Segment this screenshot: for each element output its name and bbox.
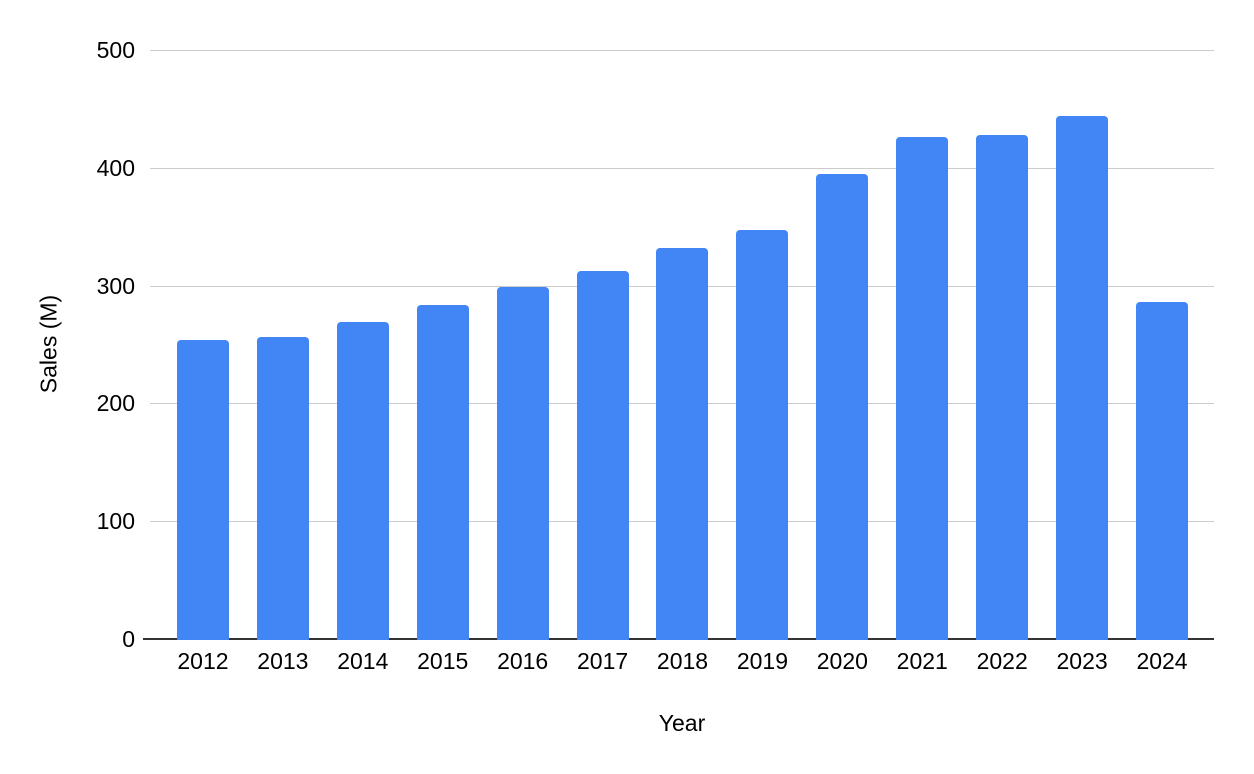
bar-slot-2016 — [483, 50, 563, 640]
bar-slot-2022 — [962, 50, 1042, 640]
bar-2015 — [416, 305, 469, 640]
bars-container — [163, 50, 1202, 640]
y-tick-label-200: 200 — [96, 390, 135, 417]
bar-slot-2012 — [163, 50, 243, 640]
bar-2021 — [896, 137, 949, 640]
x-tick-label-2012: 2012 — [177, 648, 229, 674]
y-tick-label-400: 400 — [96, 154, 135, 181]
bar-2024 — [1136, 301, 1189, 640]
x-tick-label-2014: 2014 — [337, 648, 389, 674]
x-tick-label-2013: 2013 — [257, 648, 309, 674]
x-tick-label-2015: 2015 — [417, 648, 469, 674]
bar-2018 — [656, 247, 709, 640]
bar-slot-2018 — [643, 50, 723, 640]
x-tick-label-2023: 2023 — [1056, 648, 1108, 674]
x-tick-label-2017: 2017 — [576, 648, 629, 674]
bar-slot-2019 — [722, 50, 802, 640]
x-axis-title: Year — [658, 710, 706, 736]
plot-area — [143, 50, 1214, 640]
bar-slot-2024 — [1122, 50, 1202, 640]
x-tick-label-2018: 2018 — [656, 648, 709, 674]
bar-slot-2013 — [243, 50, 323, 640]
x-tick-label-2019: 2019 — [736, 648, 788, 674]
x-tick-label-2016: 2016 — [497, 648, 549, 674]
bar-slot-2023 — [1042, 50, 1122, 640]
y-tick-label-100: 100 — [96, 508, 135, 535]
bar-slot-2014 — [323, 50, 403, 640]
x-tick-label-2024: 2024 — [1136, 648, 1188, 674]
y-axis-title: Sales (M) — [35, 294, 62, 394]
x-tick-label-2022: 2022 — [976, 648, 1028, 674]
y-tick-label-0: 0 — [122, 626, 135, 652]
bar-slot-2017 — [563, 50, 643, 640]
bar-slot-2015 — [403, 50, 483, 640]
bar-2022 — [976, 134, 1029, 640]
bar-2013 — [256, 337, 309, 640]
x-tick-labels: 2012 2013 2014 2015 2016 2017 2018 2019 2020 2021… — [163, 648, 1202, 675]
x-tick-label-2021: 2021 — [896, 648, 948, 674]
bar-2012 — [176, 339, 229, 640]
x-tick-label-2020: 2020 — [816, 648, 868, 674]
bar-slot-2021 — [882, 50, 962, 640]
y-tick-label-500: 500 — [96, 37, 135, 63]
gridline-500 — [150, 50, 1214, 51]
bar-2020 — [816, 173, 869, 640]
y-tick-label-300: 300 — [96, 272, 135, 299]
bar-2016 — [496, 286, 549, 640]
gridline-400 — [150, 167, 1214, 169]
bar-slot-2020 — [802, 50, 882, 640]
bar-2019 — [736, 230, 789, 640]
bar-2023 — [1056, 115, 1109, 640]
bar-2014 — [336, 321, 389, 640]
bar-2017 — [576, 271, 629, 640]
